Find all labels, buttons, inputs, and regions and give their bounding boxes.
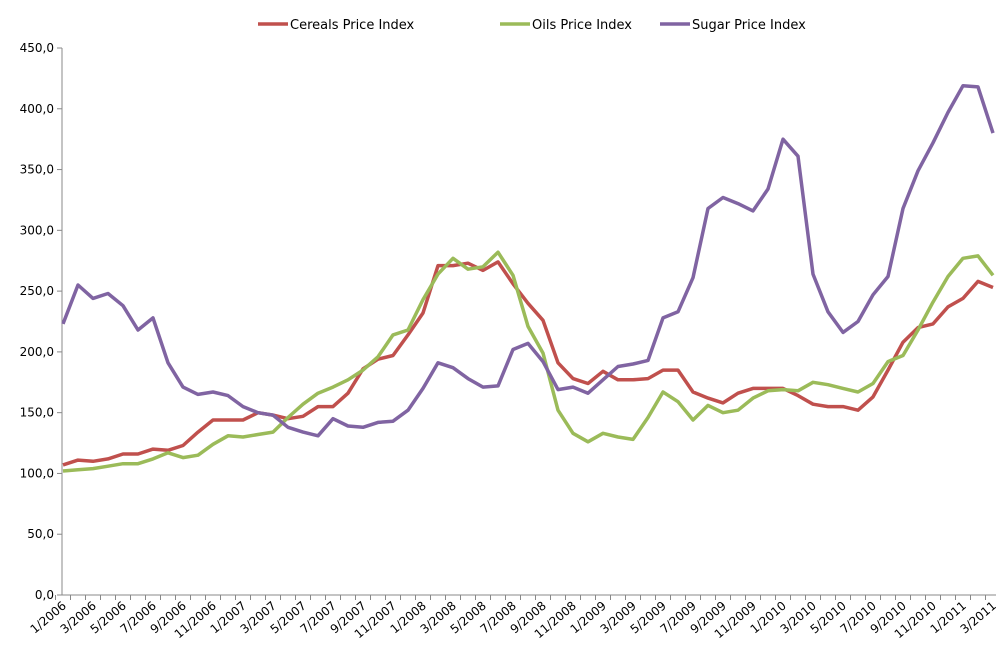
y-tick-label: 250,0	[20, 284, 54, 298]
y-tick-label: 300,0	[20, 223, 54, 237]
legend-label: Cereals Price Index	[290, 18, 415, 33]
y-tick-label: 200,0	[20, 345, 54, 359]
y-tick-label: 350,0	[20, 163, 54, 177]
legend-label: Sugar Price Index	[692, 18, 806, 33]
y-tick-label: 100,0	[20, 466, 54, 480]
legend-label: Oils Price Index	[532, 18, 632, 33]
y-tick-label: 450,0	[20, 41, 54, 55]
series-line	[61, 83, 995, 438]
series-line	[62, 260, 994, 467]
y-tick-label: 0,0	[35, 588, 54, 602]
y-tick-label: 400,0	[20, 102, 54, 116]
series-line	[62, 250, 995, 473]
y-tick-label: 50,0	[27, 527, 54, 541]
y-tick-label: 150,0	[20, 406, 54, 420]
